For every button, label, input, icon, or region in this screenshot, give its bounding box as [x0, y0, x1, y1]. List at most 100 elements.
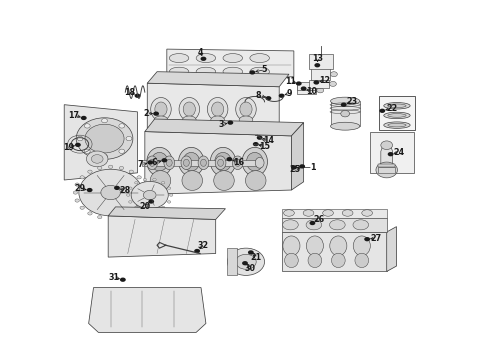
Circle shape	[330, 81, 336, 86]
Bar	[282, 209, 387, 218]
Circle shape	[226, 157, 232, 161]
Text: 17: 17	[69, 111, 79, 120]
Circle shape	[331, 72, 337, 77]
Text: 7: 7	[138, 161, 143, 170]
Circle shape	[242, 261, 248, 265]
Ellipse shape	[388, 123, 406, 127]
Text: 25: 25	[289, 165, 300, 174]
Circle shape	[79, 169, 143, 216]
Polygon shape	[108, 207, 225, 220]
Ellipse shape	[353, 220, 368, 230]
Circle shape	[101, 118, 107, 123]
Ellipse shape	[362, 210, 372, 216]
Ellipse shape	[137, 206, 141, 210]
Ellipse shape	[98, 166, 102, 170]
Ellipse shape	[218, 159, 223, 166]
Ellipse shape	[142, 183, 147, 186]
Ellipse shape	[168, 201, 171, 203]
Polygon shape	[167, 49, 294, 80]
Ellipse shape	[223, 54, 243, 63]
Circle shape	[84, 149, 90, 153]
Text: 10: 10	[306, 87, 317, 96]
Circle shape	[161, 158, 167, 162]
Text: 22: 22	[386, 104, 397, 113]
Bar	[143, 160, 260, 166]
Circle shape	[76, 118, 133, 159]
Bar	[369, 132, 414, 173]
Circle shape	[119, 149, 125, 153]
Ellipse shape	[126, 194, 130, 196]
Ellipse shape	[170, 194, 173, 196]
Text: 6: 6	[152, 158, 157, 167]
Ellipse shape	[129, 187, 132, 189]
Circle shape	[85, 124, 124, 153]
Bar	[379, 96, 415, 130]
Text: 29: 29	[75, 184, 86, 193]
Circle shape	[299, 164, 305, 168]
Ellipse shape	[119, 216, 123, 219]
Ellipse shape	[75, 183, 79, 186]
Ellipse shape	[129, 170, 133, 173]
Ellipse shape	[245, 171, 266, 190]
Ellipse shape	[240, 102, 252, 116]
Polygon shape	[108, 216, 216, 257]
Ellipse shape	[384, 103, 410, 109]
Circle shape	[91, 154, 103, 163]
Ellipse shape	[239, 116, 253, 124]
Bar	[312, 68, 330, 80]
Bar	[282, 232, 387, 271]
Polygon shape	[64, 105, 138, 180]
Ellipse shape	[108, 217, 113, 220]
Ellipse shape	[154, 116, 168, 124]
Ellipse shape	[236, 98, 256, 121]
Bar	[309, 54, 333, 69]
Text: 12: 12	[319, 76, 331, 85]
Ellipse shape	[215, 156, 226, 170]
Circle shape	[227, 248, 265, 275]
Bar	[297, 82, 316, 90]
Ellipse shape	[169, 54, 189, 63]
Ellipse shape	[151, 152, 168, 171]
Ellipse shape	[98, 216, 102, 219]
Circle shape	[77, 136, 83, 141]
Ellipse shape	[211, 116, 224, 124]
Text: 11: 11	[286, 77, 296, 86]
Ellipse shape	[210, 147, 236, 176]
Ellipse shape	[330, 220, 345, 230]
Text: 18: 18	[124, 87, 135, 96]
Ellipse shape	[144, 191, 148, 194]
Ellipse shape	[168, 187, 171, 189]
Circle shape	[84, 124, 90, 128]
Ellipse shape	[242, 147, 268, 176]
Text: 26: 26	[314, 215, 325, 224]
Ellipse shape	[183, 152, 199, 171]
Circle shape	[266, 96, 271, 100]
Ellipse shape	[283, 236, 300, 256]
Text: 2: 2	[143, 109, 148, 118]
Ellipse shape	[250, 54, 270, 63]
Circle shape	[249, 70, 255, 75]
Ellipse shape	[169, 67, 189, 76]
Ellipse shape	[353, 236, 370, 256]
Ellipse shape	[80, 176, 84, 179]
Ellipse shape	[388, 114, 406, 117]
Polygon shape	[145, 132, 292, 194]
Circle shape	[253, 142, 259, 146]
Text: 23: 23	[346, 97, 357, 106]
Ellipse shape	[147, 147, 172, 176]
Bar	[378, 164, 395, 167]
Circle shape	[316, 84, 323, 89]
Text: 32: 32	[197, 242, 209, 251]
Text: 4: 4	[197, 48, 203, 57]
Polygon shape	[381, 144, 392, 171]
Ellipse shape	[108, 165, 113, 168]
Ellipse shape	[384, 122, 410, 129]
Ellipse shape	[183, 102, 196, 116]
Circle shape	[114, 186, 120, 190]
Circle shape	[75, 143, 81, 147]
Text: 21: 21	[250, 253, 261, 262]
Circle shape	[317, 88, 324, 93]
Polygon shape	[292, 123, 304, 190]
Ellipse shape	[153, 209, 156, 212]
Ellipse shape	[384, 112, 410, 119]
